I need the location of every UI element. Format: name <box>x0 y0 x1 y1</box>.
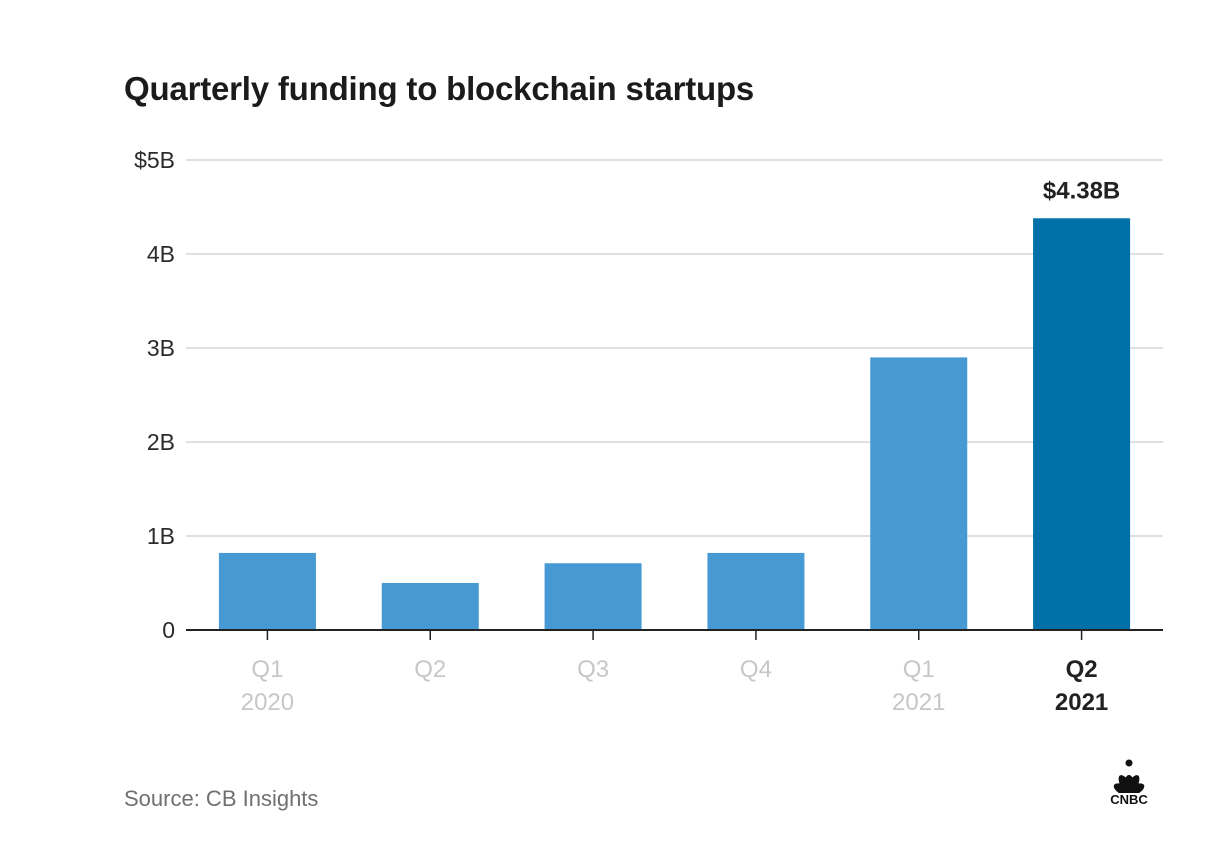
y-tick-label: 0 <box>162 617 175 643</box>
y-tick-label: 3B <box>147 335 175 361</box>
y-tick-label: 2B <box>147 429 175 455</box>
bar <box>707 552 805 630</box>
y-tick-label: 1B <box>147 523 175 549</box>
x-tick-label: Q2 <box>1066 656 1098 683</box>
nbc-peacock-icon: CNBC <box>1101 759 1157 807</box>
x-tick-label: 2021 <box>892 689 945 716</box>
x-tick-label: 2021 <box>1055 689 1108 716</box>
source-note: Source: CB Insights <box>124 786 319 811</box>
x-tick-label: Q3 <box>577 656 609 683</box>
brand-wordmark: CNBC <box>1110 792 1148 807</box>
bar <box>381 583 479 630</box>
y-tick-label: 4B <box>147 241 175 267</box>
x-tick-label: 2020 <box>241 689 294 716</box>
bar <box>218 552 316 630</box>
x-tick-label: Q1 <box>903 656 935 683</box>
chart-title: Quarterly funding to blockchain startups <box>124 70 755 107</box>
bar-highlight <box>1033 218 1131 630</box>
x-tick-label: Q1 <box>251 656 283 683</box>
y-tick-label: $5B <box>134 147 175 173</box>
bar <box>544 563 642 630</box>
x-tick-label: Q4 <box>740 656 772 683</box>
x-tick-label: Q2 <box>414 656 446 683</box>
bar <box>870 357 968 630</box>
data-label: $4.38B <box>1043 177 1120 204</box>
